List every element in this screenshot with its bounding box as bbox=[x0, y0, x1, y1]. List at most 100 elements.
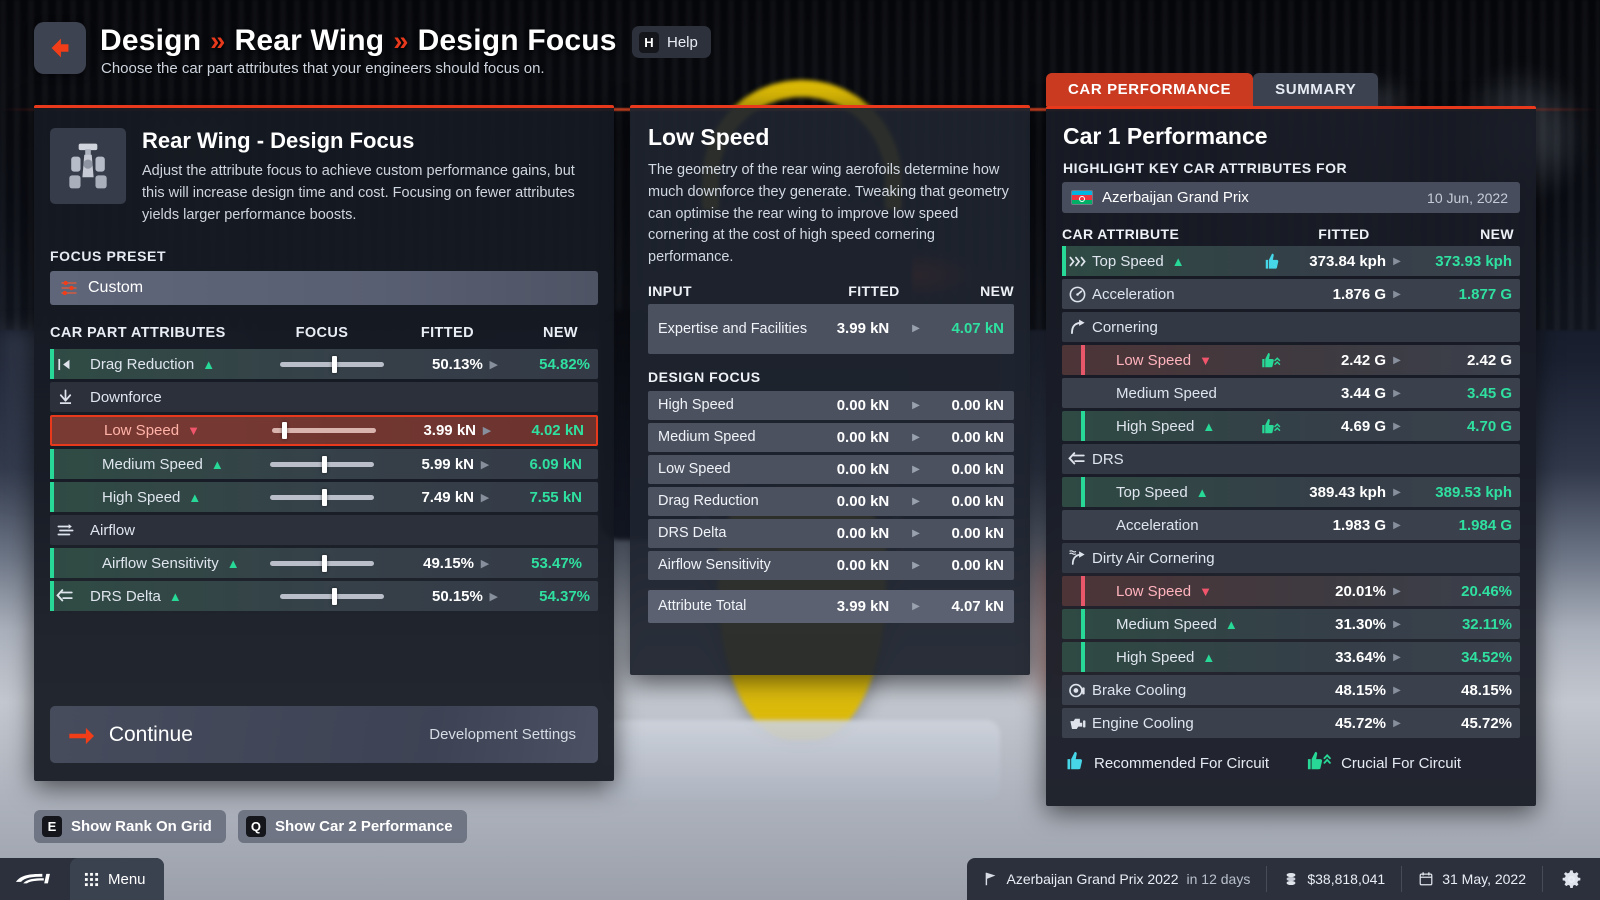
car-attribute-row[interactable]: Acceleration 1.876 G ▶ 1.877 G bbox=[1062, 279, 1520, 309]
focus-slider-track[interactable] bbox=[272, 422, 376, 440]
help-button[interactable]: H Help bbox=[632, 26, 711, 58]
part-title: Rear Wing - Design Focus bbox=[142, 128, 415, 153]
car-part-attribute-row[interactable]: DRS Delta ▲ 50.15% ▶ 54.37% bbox=[50, 581, 598, 612]
attribute-label: Medium Speed bbox=[1116, 615, 1217, 633]
car-part-attribute-row: Downforce bbox=[50, 382, 598, 413]
value-arrow-icon: ▶ bbox=[1393, 288, 1401, 300]
car-attribute-row[interactable]: Medium Speed ▲ 31.30% ▶ 32.11% bbox=[1062, 609, 1520, 639]
row-icon-slot bbox=[1062, 681, 1092, 700]
focus-slider[interactable] bbox=[273, 587, 392, 605]
new-value: 20.46% bbox=[1461, 582, 1512, 600]
focus-slider[interactable] bbox=[262, 554, 382, 572]
car-attribute-row[interactable]: Low Speed ▼ 2.42 G ▶ 2.42 G bbox=[1062, 345, 1520, 375]
col-new: NEW bbox=[542, 325, 578, 342]
flag-icon bbox=[985, 872, 995, 886]
car-attribute-row[interactable]: Medium Speed 3.44 G ▶ 3.45 G bbox=[1062, 378, 1520, 408]
value-arrow-icon: ▶ bbox=[1393, 519, 1401, 531]
focus-slider[interactable] bbox=[262, 488, 382, 506]
focus-slider-track[interactable] bbox=[270, 455, 374, 473]
car-attribute-row: Cornering bbox=[1062, 312, 1520, 342]
footer-money-segment[interactable]: $38,818,041 bbox=[1267, 866, 1403, 892]
footer-race-segment[interactable]: Azerbaijan Grand Prix 2022 in 12 days bbox=[967, 866, 1268, 892]
focus-slider-knob[interactable] bbox=[332, 355, 338, 373]
focus-slider-knob[interactable] bbox=[282, 422, 288, 440]
design-focus-row: Medium Speed 0.00 kN ▶ 0.00 kN bbox=[648, 422, 1014, 452]
value-arrow-icon: ▶ bbox=[489, 590, 498, 603]
car-attribute-row[interactable]: Acceleration 1.983 G ▶ 1.984 G bbox=[1062, 510, 1520, 540]
trend-up-icon: ▲ bbox=[168, 588, 182, 604]
f1-car-icon bbox=[50, 128, 126, 204]
focus-slider-track[interactable] bbox=[280, 355, 385, 373]
downforce-icon bbox=[59, 389, 71, 404]
attribute-label: Downforce bbox=[90, 388, 162, 406]
fitted-value: 3.99 kN bbox=[423, 422, 476, 440]
car-part-attribute-row[interactable]: Drag Reduction ▲ 50.13% ▶ 54.82% bbox=[50, 349, 598, 380]
car-attribute-row[interactable]: Low Speed ▼ 20.01% ▶ 20.46% bbox=[1062, 576, 1520, 606]
mid-row-new: 0.00 kN bbox=[951, 492, 1004, 510]
value-arrow-icon: ▶ bbox=[489, 358, 498, 371]
continue-button[interactable]: ➞ Continue Development Settings bbox=[50, 706, 598, 763]
footer-date: 31 May, 2022 bbox=[1442, 871, 1526, 887]
attribute-name: Airflow bbox=[80, 522, 274, 539]
mid-input-headers: INPUT FITTED NEW bbox=[648, 283, 1014, 299]
focus-slider-knob[interactable] bbox=[322, 455, 327, 473]
car-attribute-row[interactable]: Brake Cooling 48.15% ▶ 48.15% bbox=[1062, 675, 1520, 705]
tab-summary[interactable]: SUMMARY bbox=[1253, 73, 1379, 106]
design-focus-caption: DESIGN FOCUS bbox=[648, 368, 761, 385]
circuit-selector[interactable]: Azerbaijan Grand Prix 10 Jun, 2022 bbox=[1062, 182, 1520, 213]
tab-car-performance[interactable]: CAR PERFORMANCE bbox=[1046, 73, 1254, 106]
mid-row-fitted: 0.00 kN bbox=[836, 428, 890, 446]
value-arrow-icon: ▶ bbox=[1393, 651, 1401, 663]
fitted-value: 7.49 kN bbox=[421, 488, 474, 506]
hotkey-show-car-2-performance[interactable]: Q Show Car 2 Performance bbox=[237, 810, 467, 843]
breadcrumb-separator-icon: » bbox=[393, 25, 409, 56]
thumbs-up-icon bbox=[1265, 253, 1278, 269]
car-part-attribute-row[interactable]: Low Speed ▼ 3.99 kN ▶ 4.02 kN bbox=[50, 415, 598, 447]
value-arrow-icon: ▶ bbox=[912, 431, 920, 443]
input-row: Expertise and Facilities 3.99 kN ▶ 4.07 kN bbox=[648, 303, 1014, 354]
menu-button[interactable]: Menu bbox=[70, 858, 164, 900]
focus-slider[interactable] bbox=[264, 422, 384, 440]
top-speed-icon bbox=[1069, 256, 1086, 266]
trend-up-icon: ▲ bbox=[1195, 484, 1209, 500]
car-part-attribute-row[interactable]: High Speed ▲ 7.49 kN ▶ 7.55 kN bbox=[50, 482, 598, 513]
hotkey-key-q: Q bbox=[245, 816, 266, 837]
back-button[interactable] bbox=[34, 22, 86, 74]
settings-button[interactable] bbox=[1543, 869, 1600, 890]
attribute-name: Cornering bbox=[1092, 319, 1258, 336]
car-attribute-row[interactable]: High Speed ▲ 33.64% ▶ 34.52% bbox=[1062, 642, 1520, 672]
design-focus-row: High Speed 0.00 kN ▶ 0.00 kN bbox=[648, 390, 1014, 420]
gear-icon bbox=[1562, 869, 1581, 888]
focus-preset-selector[interactable]: Custom bbox=[50, 271, 598, 306]
attribute-name: Downforce bbox=[80, 389, 274, 406]
car-attribute-row[interactable]: Top Speed ▲ 389.43 kph ▶ 389.53 kph bbox=[1062, 477, 1520, 507]
car-part-attribute-row[interactable]: Medium Speed ▲ 5.99 kN ▶ 6.09 kN bbox=[50, 449, 598, 480]
focus-slider-knob[interactable] bbox=[322, 488, 327, 506]
col-car-attribute: CAR ATTRIBUTE bbox=[1062, 226, 1180, 242]
breadcrumb-rear-wing[interactable]: Rear Wing bbox=[234, 24, 385, 57]
focus-slider-track[interactable] bbox=[270, 554, 374, 572]
mid-row-new: 0.00 kN bbox=[951, 556, 1004, 574]
footer-date-segment[interactable]: 31 May, 2022 bbox=[1402, 866, 1543, 892]
breadcrumb-design[interactable]: Design bbox=[100, 24, 202, 57]
focus-slider-knob[interactable] bbox=[332, 587, 338, 605]
focus-slider[interactable] bbox=[262, 455, 382, 473]
focus-slider[interactable] bbox=[273, 355, 392, 373]
fitted-value: 4.69 G bbox=[1340, 417, 1386, 435]
car-attribute-row[interactable]: High Speed ▲ 4.69 G ▶ 4.70 G bbox=[1062, 411, 1520, 441]
trend-up-icon: ▲ bbox=[1224, 616, 1238, 632]
coins-icon bbox=[1286, 872, 1296, 886]
focus-slider-track[interactable] bbox=[270, 488, 374, 506]
new-value: 373.93 kph bbox=[1435, 252, 1512, 270]
cornering-icon bbox=[1070, 319, 1085, 334]
focus-slider-knob[interactable] bbox=[322, 554, 327, 572]
car-attribute-row[interactable]: Engine Cooling 45.72% ▶ 45.72% bbox=[1062, 708, 1520, 738]
value-arrow-icon: ▶ bbox=[1393, 618, 1401, 630]
car-part-attribute-row[interactable]: Airflow Sensitivity ▲ 49.15% ▶ 53.47% bbox=[50, 548, 598, 579]
airflow-icon bbox=[57, 523, 73, 536]
right-column-headers: CAR ATTRIBUTE FITTED NEW bbox=[1062, 226, 1520, 242]
hotkey-show-rank-on-grid[interactable]: E Show Rank On Grid bbox=[34, 810, 226, 843]
attribute-detail-title: Low Speed bbox=[648, 124, 770, 150]
car-attribute-row[interactable]: Top Speed ▲ 373.84 kph ▶ 373.93 kph bbox=[1062, 246, 1520, 276]
focus-slider-track[interactable] bbox=[280, 587, 385, 605]
